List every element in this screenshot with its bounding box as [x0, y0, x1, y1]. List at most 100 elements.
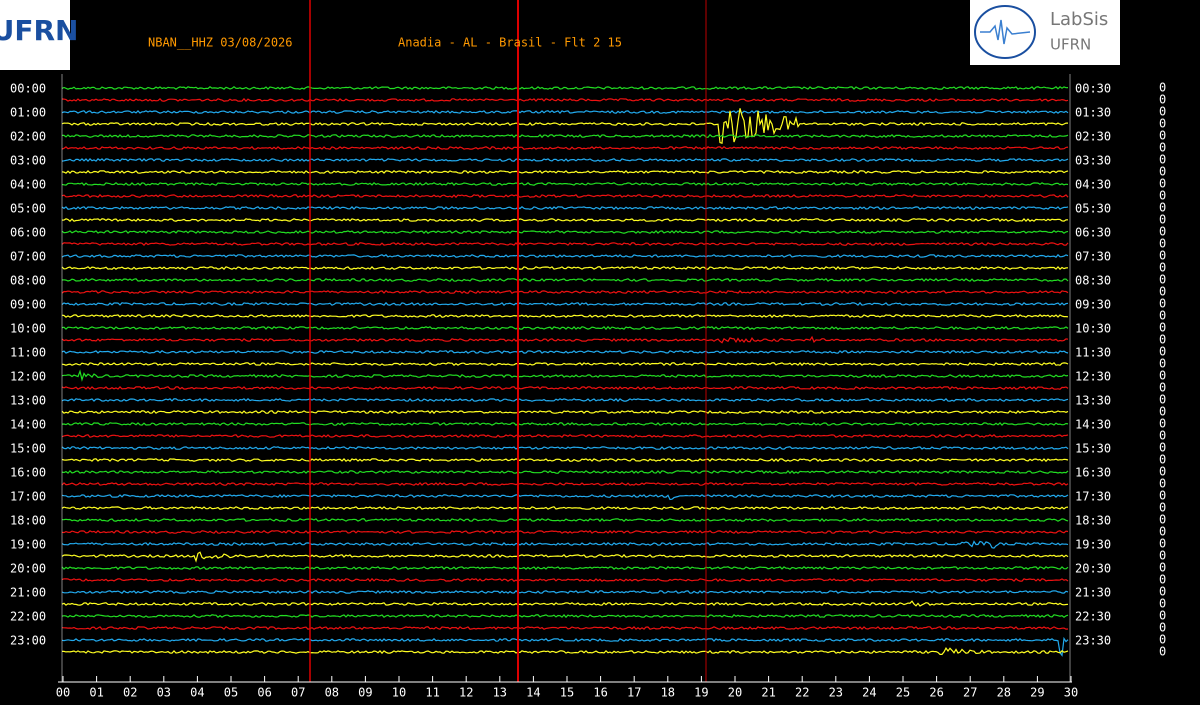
x-tick-label: 13: [493, 686, 507, 700]
time-label: 23:00: [10, 634, 46, 648]
time-label-right: 10:30: [1075, 322, 1111, 336]
trace: [61, 505, 1069, 510]
time-label-right: 15:30: [1075, 442, 1111, 456]
scale-value: 0: [1159, 525, 1166, 539]
time-label-right: 19:30: [1075, 538, 1111, 552]
x-tick-label: 22: [795, 686, 809, 700]
trace: [61, 229, 1069, 235]
scale-value: 0: [1159, 513, 1166, 527]
x-tick-label: 26: [929, 686, 943, 700]
scale-value: 0: [1159, 609, 1166, 623]
station-label: NBAN__HHZ 03/08/2026: [148, 36, 293, 50]
time-label-right: 08:30: [1075, 274, 1111, 288]
trace: [61, 314, 1069, 319]
scale-value: 0: [1159, 489, 1166, 503]
x-tick-label: 02: [123, 686, 137, 700]
scale-value: 0: [1159, 597, 1166, 611]
scale-value: 0: [1159, 633, 1166, 647]
trace: [61, 242, 1069, 247]
trace: [61, 540, 1069, 549]
time-label: 12:00: [10, 370, 46, 384]
scale-value: 0: [1159, 429, 1166, 443]
time-label: 00:00: [10, 82, 46, 96]
x-tick-label: 09: [358, 686, 372, 700]
time-label-right: 18:30: [1075, 514, 1111, 528]
x-tick-label: 03: [157, 686, 171, 700]
x-tick-label: 25: [896, 686, 910, 700]
time-label-right: 13:30: [1075, 394, 1111, 408]
time-label-right: 17:30: [1075, 490, 1111, 504]
scale-value: 0: [1159, 405, 1166, 419]
x-tick-label: 08: [325, 686, 339, 700]
x-tick-label: 12: [459, 686, 473, 700]
trace: [61, 350, 1069, 355]
time-label-right: 20:30: [1075, 562, 1111, 576]
x-tick-label: 04: [190, 686, 204, 700]
trace: [61, 145, 1069, 151]
trace: [61, 218, 1069, 223]
trace: [61, 551, 1069, 563]
x-tick-label: 27: [963, 686, 977, 700]
time-label-right: 14:30: [1075, 418, 1111, 432]
scale-value: 0: [1159, 549, 1166, 563]
x-tick-label: 17: [627, 686, 641, 700]
time-label-right: 21:30: [1075, 586, 1111, 600]
time-label: 13:00: [10, 394, 46, 408]
trace: [62, 646, 1069, 656]
trace: [61, 97, 1069, 102]
scale-value: 0: [1159, 117, 1166, 131]
scale-value: 0: [1159, 321, 1166, 335]
trace: [61, 253, 1069, 258]
trace: [61, 369, 1069, 382]
trace: [61, 600, 1069, 607]
time-label-right: 05:30: [1075, 202, 1111, 216]
time-label-right: 00:30: [1075, 82, 1111, 96]
scale-value: 0: [1159, 441, 1166, 455]
trace: [61, 445, 1069, 450]
trace: [61, 108, 1068, 144]
scale-value: 0: [1159, 153, 1166, 167]
traces: [61, 86, 1069, 657]
time-label-right: 06:30: [1075, 226, 1111, 240]
trace: [61, 421, 1069, 426]
time-label: 02:00: [10, 130, 46, 144]
scale-value: 0: [1159, 165, 1166, 179]
x-tick-label: 00: [56, 686, 70, 700]
logo-right: [970, 0, 1120, 65]
trace: [61, 325, 1069, 331]
scale-value: 0: [1159, 501, 1166, 515]
x-tick-label: 15: [560, 686, 574, 700]
time-label: 22:00: [10, 610, 46, 624]
time-label-right: 01:30: [1075, 106, 1111, 120]
scale-value: 0: [1159, 309, 1166, 323]
scale-value: 0: [1159, 261, 1166, 275]
trace: [61, 481, 1069, 487]
trace: [61, 361, 1069, 367]
time-label: 21:00: [10, 586, 46, 600]
scale-value: 0: [1159, 273, 1166, 287]
scale-value: 0: [1159, 453, 1166, 467]
scale-value: 0: [1159, 189, 1166, 203]
trace: [62, 133, 1069, 139]
time-label: 06:00: [10, 226, 46, 240]
time-label: 18:00: [10, 514, 46, 528]
x-tick-label: 07: [291, 686, 305, 700]
scale-value: 0: [1159, 81, 1166, 95]
x-tick-label: 11: [425, 686, 439, 700]
time-label: 14:00: [10, 418, 46, 432]
x-tick-label: 21: [761, 686, 775, 700]
x-tick-label: 16: [593, 686, 607, 700]
scale-value: 0: [1159, 141, 1166, 155]
time-label-right: 23:30: [1075, 634, 1111, 648]
x-tick-label: 28: [997, 686, 1011, 700]
x-tick-label: 06: [257, 686, 271, 700]
trace: [61, 109, 1069, 115]
scale-value: 0: [1159, 369, 1166, 383]
location-label: Anadia - AL - Brasil - Flt 2 15: [398, 36, 622, 50]
time-label: 08:00: [10, 274, 46, 288]
x-tick-label: 24: [862, 686, 876, 700]
x-tick-label: 14: [526, 686, 540, 700]
scale-value: 0: [1159, 645, 1166, 659]
trace: [61, 385, 1069, 391]
trace: [61, 181, 1069, 186]
